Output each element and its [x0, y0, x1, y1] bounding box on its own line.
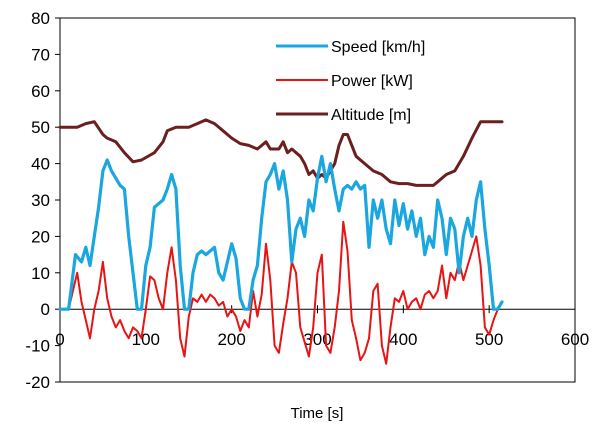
y-tick-label: 20 [31, 227, 50, 246]
legend-label-speed: Speed [km/h] [331, 39, 425, 56]
legend-label-altitude: Altitude [m] [331, 107, 411, 124]
x-axis-title: Time [s] [291, 405, 344, 422]
y-tick-label: 40 [31, 155, 50, 174]
altitude-series-line [58, 118, 504, 187]
x-tick-label: 200 [217, 330, 245, 349]
y-tick-label: 80 [31, 9, 50, 28]
x-tick-label: 600 [561, 330, 589, 349]
y-tick-label: 30 [31, 191, 50, 210]
y-tick-label: 0 [41, 300, 50, 319]
series-lines [58, 118, 504, 365]
y-axis-ticks: -20 -10 0 10 20 30 40 50 60 70 80 [25, 9, 60, 392]
legend: Speed [km/h] Power [kW] Altitude [m] [276, 39, 425, 124]
y-tick-label: 60 [31, 82, 50, 101]
y-tick-label: 50 [31, 118, 50, 137]
speed-series-line [58, 154, 504, 311]
x-tick-label: 400 [389, 330, 417, 349]
power-series-line [59, 220, 499, 365]
x-tick-label: 500 [475, 330, 503, 349]
y-tick-label: 10 [31, 264, 50, 283]
legend-label-power: Power [kW] [331, 73, 413, 90]
x-tick-label: 0 [55, 330, 64, 349]
y-tick-label: -10 [25, 337, 50, 356]
x-tick-label: 100 [132, 330, 160, 349]
y-tick-label: 70 [31, 45, 50, 64]
y-tick-label: -20 [25, 373, 50, 392]
